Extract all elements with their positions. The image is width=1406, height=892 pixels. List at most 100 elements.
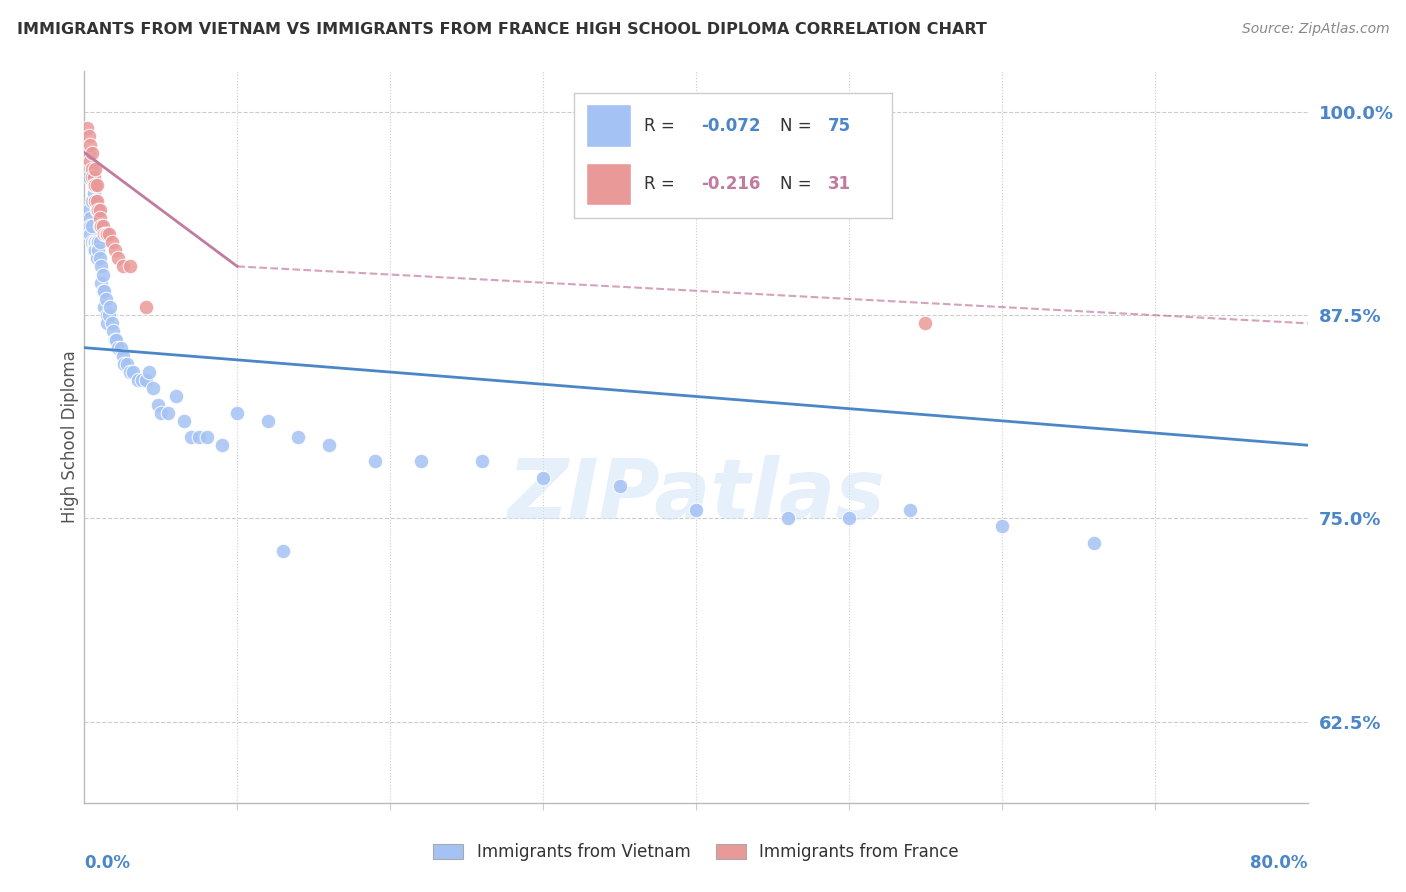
- Point: [86, 202, 108, 217]
- Point: [80, 169, 103, 184]
- Point: [122, 365, 145, 379]
- Text: IMMIGRANTS FROM VIETNAM VS IMMIGRANTS FROM FRANCE HIGH SCHOOL DIPLOMA CORRELATIO: IMMIGRANTS FROM VIETNAM VS IMMIGRANTS FR…: [17, 22, 987, 37]
- Point: [105, 333, 128, 347]
- Point: [409, 454, 432, 468]
- Point: [838, 511, 860, 525]
- Point: [107, 252, 129, 266]
- Point: [87, 235, 110, 249]
- Point: [86, 235, 108, 249]
- Point: [135, 300, 157, 314]
- Point: [80, 145, 103, 160]
- Point: [173, 414, 195, 428]
- Point: [609, 479, 631, 493]
- Point: [76, 219, 98, 233]
- Point: [80, 194, 103, 209]
- Point: [104, 333, 127, 347]
- Point: [120, 365, 142, 379]
- Point: [111, 260, 134, 274]
- Point: [89, 202, 111, 217]
- Point: [77, 129, 100, 144]
- Point: [94, 292, 117, 306]
- Point: [271, 544, 294, 558]
- Point: [90, 276, 112, 290]
- Point: [111, 349, 134, 363]
- Point: [127, 373, 149, 387]
- Point: [90, 260, 112, 274]
- Point: [83, 243, 105, 257]
- Point: [531, 471, 554, 485]
- Point: [80, 161, 103, 176]
- Point: [83, 169, 105, 184]
- Point: [83, 186, 105, 201]
- Legend: Immigrants from Vietnam, Immigrants from France: Immigrants from Vietnam, Immigrants from…: [427, 837, 965, 868]
- Point: [471, 454, 494, 468]
- Point: [89, 252, 111, 266]
- Point: [364, 454, 387, 468]
- Point: [89, 211, 111, 225]
- Point: [91, 284, 114, 298]
- Point: [104, 243, 127, 257]
- Point: [84, 243, 107, 257]
- Text: 0.0%: 0.0%: [84, 854, 131, 872]
- Point: [93, 227, 115, 241]
- Point: [211, 438, 233, 452]
- Point: [914, 316, 936, 330]
- Point: [77, 169, 100, 184]
- Point: [84, 178, 107, 193]
- Point: [76, 121, 98, 136]
- Point: [146, 398, 169, 412]
- Text: Source: ZipAtlas.com: Source: ZipAtlas.com: [1241, 22, 1389, 37]
- Point: [84, 235, 107, 249]
- Point: [195, 430, 218, 444]
- Point: [98, 300, 121, 314]
- Point: [898, 503, 921, 517]
- Point: [180, 430, 202, 444]
- Point: [287, 430, 309, 444]
- Point: [86, 194, 108, 209]
- Point: [83, 178, 105, 193]
- Point: [103, 325, 125, 339]
- Point: [80, 235, 103, 249]
- Point: [776, 511, 799, 525]
- Point: [96, 316, 118, 330]
- Point: [91, 268, 114, 282]
- Point: [87, 202, 110, 217]
- Point: [157, 406, 180, 420]
- Point: [96, 308, 118, 322]
- Text: ZIPatlas: ZIPatlas: [508, 455, 884, 536]
- Point: [1083, 535, 1105, 549]
- Point: [87, 243, 110, 257]
- Point: [685, 503, 707, 517]
- Point: [86, 178, 108, 193]
- Point: [101, 235, 124, 249]
- Point: [97, 308, 120, 322]
- Point: [90, 219, 112, 233]
- Point: [97, 227, 120, 241]
- Point: [188, 430, 211, 444]
- Point: [110, 341, 132, 355]
- Point: [79, 227, 101, 241]
- Point: [226, 406, 249, 420]
- Point: [257, 414, 280, 428]
- Y-axis label: High School Diploma: High School Diploma: [62, 351, 80, 524]
- Point: [93, 300, 115, 314]
- Point: [84, 161, 107, 176]
- Text: 80.0%: 80.0%: [1250, 854, 1308, 872]
- Point: [131, 373, 153, 387]
- Point: [991, 519, 1014, 533]
- Point: [93, 284, 115, 298]
- Point: [135, 373, 157, 387]
- Point: [84, 194, 107, 209]
- Point: [80, 219, 103, 233]
- Point: [138, 365, 160, 379]
- Point: [115, 357, 138, 371]
- Point: [149, 406, 172, 420]
- Point: [86, 252, 108, 266]
- Point: [94, 227, 117, 241]
- Point: [79, 219, 101, 233]
- Point: [112, 357, 135, 371]
- Point: [77, 202, 100, 217]
- Point: [96, 227, 118, 241]
- Point: [79, 137, 101, 152]
- Point: [84, 194, 107, 209]
